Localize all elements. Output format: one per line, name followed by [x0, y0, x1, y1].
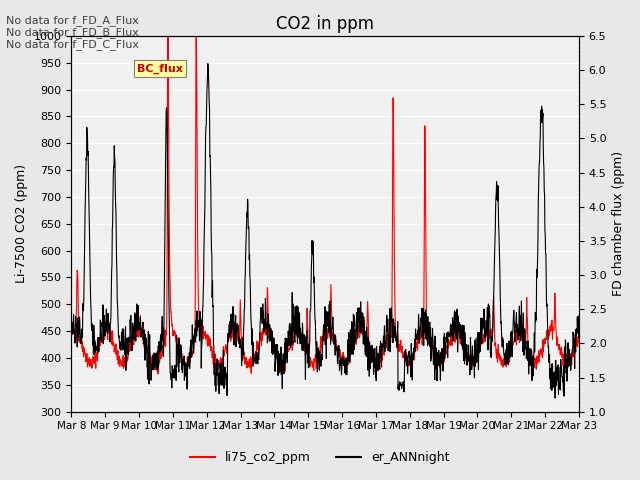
Text: BC_flux: BC_flux — [137, 64, 183, 74]
Y-axis label: FD chamber flux (ppm): FD chamber flux (ppm) — [612, 151, 625, 296]
Text: No data for f_FD_A_Flux: No data for f_FD_A_Flux — [6, 15, 140, 26]
Y-axis label: Li-7500 CO2 (ppm): Li-7500 CO2 (ppm) — [15, 164, 28, 283]
Text: No data for f_FD_C_Flux: No data for f_FD_C_Flux — [6, 39, 140, 50]
Legend: li75_co2_ppm, er_ANNnight: li75_co2_ppm, er_ANNnight — [186, 446, 454, 469]
Text: No data for f_FD_B_Flux: No data for f_FD_B_Flux — [6, 27, 140, 38]
Title: CO2 in ppm: CO2 in ppm — [276, 15, 374, 33]
